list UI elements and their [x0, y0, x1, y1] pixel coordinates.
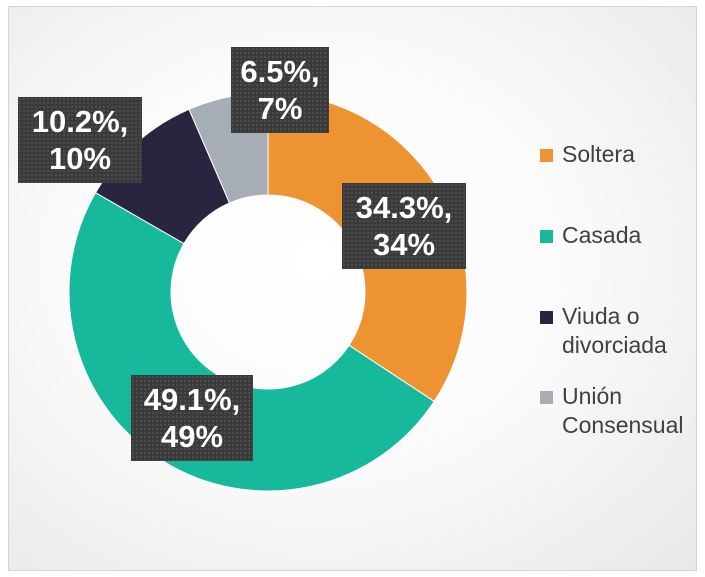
- data-label-soltera-line2: 34%: [372, 227, 436, 262]
- data-label-union: 6.5%, 7%: [231, 47, 329, 133]
- legend-swatch-union: [540, 391, 553, 404]
- legend-swatch-soltera: [540, 149, 553, 162]
- legend-label-viuda-line2: divorciada: [562, 332, 667, 358]
- legend-item-viuda: Viuda o divorciada: [540, 302, 700, 360]
- legend-item-union: Unión Consensual: [540, 382, 700, 440]
- data-label-casada-line1: 49.1%,: [143, 382, 241, 417]
- data-label-viuda-line1: 10.2%,: [31, 104, 129, 139]
- data-label-casada: 49.1%, 49%: [131, 375, 253, 461]
- data-label-union-line1: 6.5%,: [240, 54, 320, 89]
- data-label-union-line2: 7%: [257, 91, 303, 126]
- data-label-soltera: 34.3%, 34%: [342, 183, 466, 269]
- chart-legend: Soltera Casada Viuda o divorciada Unión …: [540, 140, 700, 440]
- legend-label-casada: Casada: [562, 222, 642, 248]
- legend-label-union-line1: Unión: [562, 383, 623, 409]
- legend-swatch-casada: [540, 230, 553, 243]
- data-label-casada-line2: 49%: [160, 419, 224, 454]
- legend-label-soltera: Soltera: [562, 141, 635, 167]
- legend-item-soltera: Soltera: [540, 140, 700, 169]
- legend-item-casada: Casada: [540, 221, 700, 250]
- legend-label-viuda-line1: Viuda o: [562, 303, 640, 329]
- legend-swatch-viuda: [540, 311, 553, 324]
- data-label-soltera-line1: 34.3%,: [355, 190, 453, 225]
- legend-label-union-line2: Consensual: [562, 412, 684, 438]
- data-label-viuda-line2: 10%: [48, 141, 112, 176]
- data-label-viuda: 10.2%, 10%: [18, 97, 142, 183]
